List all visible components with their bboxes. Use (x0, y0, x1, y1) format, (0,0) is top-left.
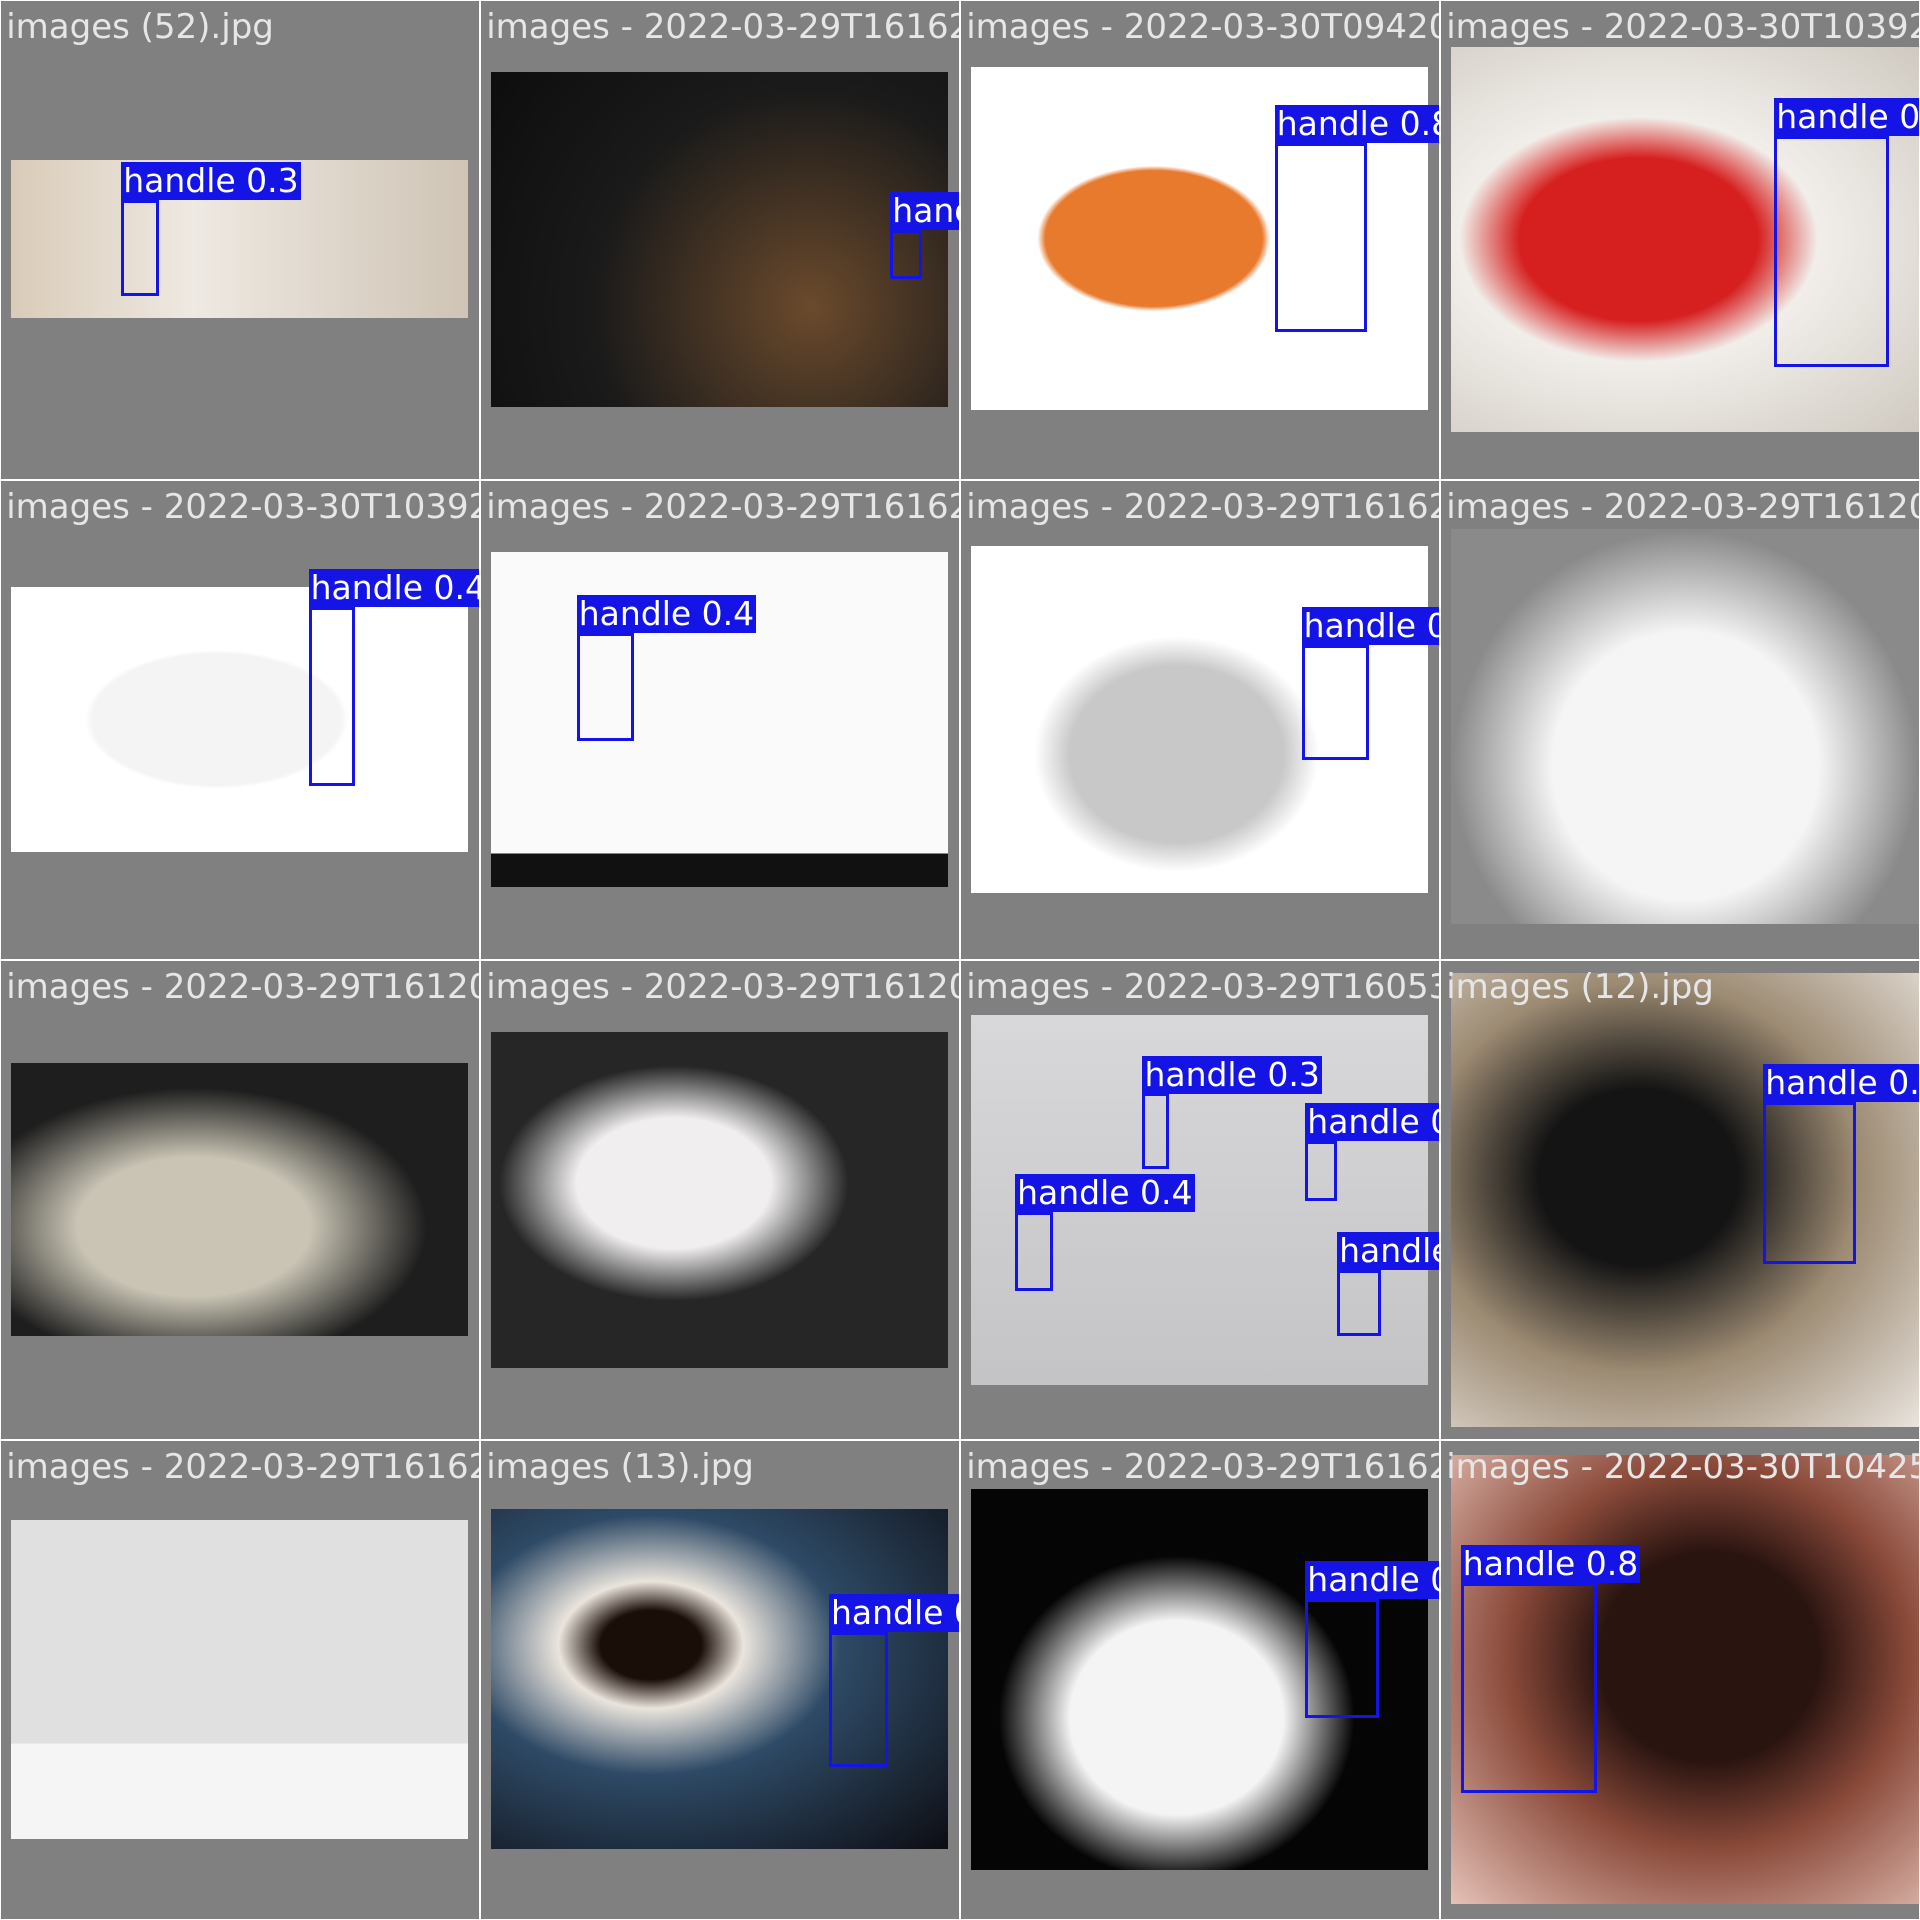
tile: images - 2022-03-29T161200.821.jpg (1, 961, 479, 1439)
filename: images - 2022-03-29T161629.542.jpg (966, 1447, 1439, 1488)
image (971, 546, 1428, 893)
tile: images - 2022-03-30T103921.jpg handle 0.7 (1441, 1, 1919, 479)
filename: images - 2022-03-30T103924.745.jpg (6, 487, 479, 528)
bounding-box (890, 230, 923, 280)
tile: images (13).jpg handle 0.3 (481, 1441, 959, 1919)
bounding-box (308, 607, 356, 787)
filename: images (12).jpg (1446, 967, 1714, 1008)
image (11, 1519, 468, 1840)
bounding-box (1763, 1102, 1857, 1264)
detection-label: handle 0.6 (1301, 607, 1439, 646)
tile: images - 2022-03-29T161629.542.jpg handle… (961, 1441, 1439, 1919)
detection-label: handle 0.8 (1460, 1544, 1641, 1584)
image (971, 1488, 1428, 1870)
image (11, 586, 468, 853)
detection-label: handle 0.8 (1274, 105, 1439, 144)
filename: images - 2022-03-29T161200.821.jpg (6, 967, 479, 1008)
detection-label: handle 0.3 (121, 160, 301, 200)
tile: images - 2022-03-29T161629.548.jpg handle… (481, 481, 959, 959)
filename: images - 2022-03-29T160531.766.jpg (966, 967, 1439, 1008)
detection-label: handle 0.3 (1763, 1064, 1919, 1103)
detection-label: handle 0.3 (1142, 1054, 1322, 1094)
tile: images (12).jpg handle 0.3 (1441, 961, 1919, 1439)
detection-label: handle 0.4 (308, 569, 479, 608)
bounding-box (1142, 1093, 1170, 1170)
image (491, 1032, 948, 1368)
bounding-box (828, 1632, 888, 1767)
image (1451, 528, 1919, 925)
filename: images - 2022-03-30T103921.jpg (1446, 7, 1919, 48)
bounding-box (1337, 1269, 1382, 1336)
detection-label: handle 0.4 (1305, 1561, 1439, 1600)
detection-label: handle 0.3 (828, 1594, 959, 1633)
image (11, 1062, 468, 1336)
tile: images - 2022-03-29T161629.311.jpg handle… (961, 481, 1439, 959)
bounding-box (1305, 1141, 1338, 1202)
filename: images - 2022-03-29T161629.333.jpg (486, 7, 959, 48)
filename: images - 2022-03-29T161629.311.jpg (966, 487, 1439, 528)
bounding-box (1274, 143, 1367, 332)
image (491, 1508, 948, 1849)
tile: images - 2022-03-30T104255.jpg handle 0.8 (1441, 1441, 1919, 1919)
filename: images - 2022-03-29T161629.548.jpg (486, 487, 959, 528)
image (1451, 973, 1919, 1427)
tile: images - 2022-03-30T094206.835.jpg handle… (961, 1, 1439, 479)
tile: images - 2022-03-29T161200.jpg (1441, 481, 1919, 959)
detection-label: handle 0.3 (1305, 1103, 1439, 1142)
tile: images (52).jpg handle 0.3 (1, 1, 479, 479)
bounding-box (576, 633, 635, 741)
filename: images (52).jpg (6, 7, 274, 48)
detection-label: handle 0.7 (1774, 97, 1919, 136)
tile: images - 2022-03-30T103924.745.jpg handle… (1, 481, 479, 959)
tile: images - 2022-03-29T161629.312.jpg (1, 1441, 479, 1919)
bounding-box (1301, 645, 1369, 761)
filename: images - 2022-03-29T161200.jpg (1446, 487, 1919, 528)
bounding-box (1015, 1212, 1054, 1291)
detection-label: handle 0.7 (1337, 1231, 1439, 1270)
bounding-box (1305, 1599, 1379, 1718)
filename: images - 2022-03-30T104255.jpg (1446, 1447, 1919, 1488)
image (491, 72, 948, 407)
detection-label: handle 0.4 (1015, 1173, 1195, 1213)
tile: images - 2022-03-29T161629.333.jpg handle… (481, 1, 959, 479)
detection-label: handle 0.5 (890, 192, 959, 231)
bounding-box (121, 199, 160, 297)
bounding-box (1460, 1583, 1597, 1793)
tile: images - 2022-03-29T160531.766.jpg handle… (961, 961, 1439, 1439)
image (1451, 1454, 1919, 1905)
tile: images - 2022-03-29T161200.383.jpg (481, 961, 959, 1439)
bounding-box (1774, 135, 1890, 368)
filename: images - 2022-03-29T161629.312.jpg (6, 1447, 479, 1488)
filename: images (13).jpg (486, 1447, 754, 1488)
detection-label: handle 0.4 (576, 594, 757, 634)
filename: images - 2022-03-30T094206.835.jpg (966, 7, 1439, 48)
filename: images - 2022-03-29T161200.383.jpg (486, 967, 959, 1008)
